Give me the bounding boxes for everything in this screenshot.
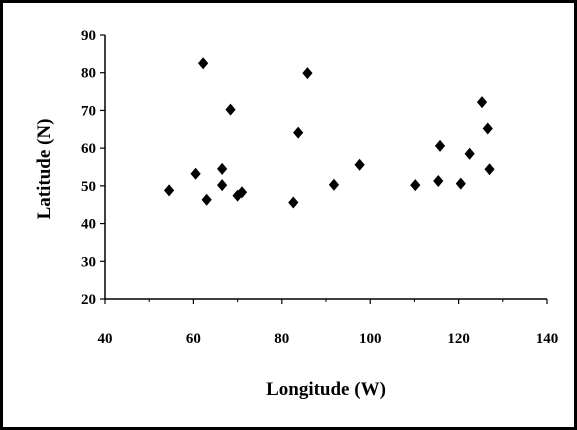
x-axis: 40 60 80 100 120 140	[98, 298, 559, 347]
y-tick-label-70: 70	[81, 103, 96, 119]
data-point-1	[163, 184, 175, 197]
y-tick-label-20: 20	[81, 292, 96, 308]
data-point-7	[225, 103, 236, 116]
y-tick-label-50: 50	[81, 179, 96, 195]
data-point-4	[201, 193, 212, 206]
data-point-18	[455, 177, 466, 190]
data-point-22	[484, 163, 495, 176]
x-tick-label-140: 140	[536, 331, 559, 347]
data-point-15	[410, 179, 421, 192]
data-point-14	[354, 158, 365, 171]
data-point-17	[434, 139, 446, 152]
x-tick-label-60: 60	[186, 331, 201, 347]
y-tick-label-90: 90	[81, 28, 96, 44]
data-point-16	[433, 174, 444, 187]
y-axis: 20 30 40 50 60 70 80 90	[81, 28, 106, 308]
data-point-3	[198, 57, 209, 70]
y-tick-label-30: 30	[81, 254, 96, 270]
data-point-5	[217, 162, 228, 175]
x-tick-label-80: 80	[274, 331, 289, 347]
y-tick-label-80: 80	[81, 66, 96, 82]
data-point-21	[482, 122, 493, 135]
y-tick-label-40: 40	[81, 217, 96, 233]
data-point-10	[288, 196, 299, 209]
data-point-20	[476, 96, 488, 109]
x-axis-title: Longitude (W)	[266, 379, 386, 400]
y-axis-title: Latitude (N)	[34, 119, 55, 220]
data-point-13	[328, 178, 340, 191]
data-points	[163, 57, 495, 209]
data-point-2	[190, 167, 201, 180]
data-point-11	[293, 126, 304, 139]
data-point-19	[464, 147, 475, 160]
data-point-9	[236, 186, 248, 199]
y-tick-label-60: 60	[81, 141, 96, 157]
x-tick-label-40: 40	[98, 331, 113, 347]
x-tick-label-100: 100	[359, 331, 382, 347]
data-point-6	[217, 179, 228, 192]
x-tick-label-120: 120	[447, 331, 470, 347]
data-point-12	[302, 67, 313, 80]
